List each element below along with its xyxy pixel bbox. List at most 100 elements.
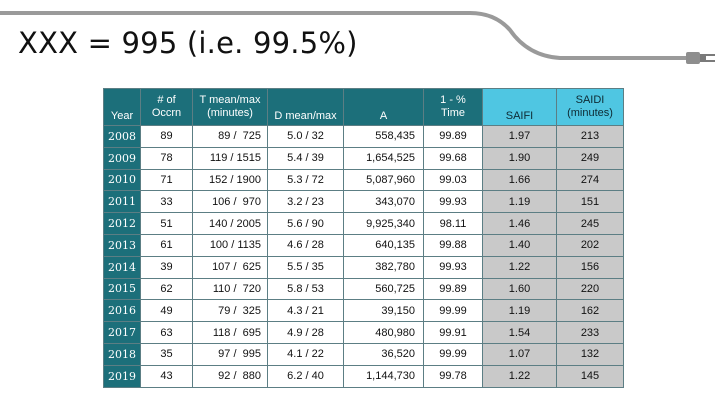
cell-a: 640,135 [343,233,424,257]
cell-saidi: 145 [556,364,624,388]
table-row: 2015 62 110 / 720 5.8 / 53 560,725 99.89 1.60 2… [103,277,624,301]
table-row: 2011 33 106 / 970 3.2 / 23 343,070 99.93 1.19 1… [103,190,624,214]
cell-d-mean-max: 4.9 / 28 [267,321,344,344]
cell-one-minus-pct-time: 99.89 [423,125,483,148]
cell-occurrences: 51 [140,212,193,235]
cell-t-mean-max: 118 / 695 [192,321,268,344]
cell-saifi: 1.22 [482,364,557,388]
cell-occurrences: 71 [140,168,193,192]
cell-t-mean-max: 106 / 970 [192,190,268,214]
cell-t-mean-max: 107 / 625 [192,255,268,279]
cell-d-mean-max: 4.1 / 22 [267,342,344,366]
cell-a: 9,925,340 [343,212,424,235]
cell-t-mean-max: 97 / 995 [192,342,268,366]
cell-one-minus-pct-time: 99.68 [423,146,483,170]
cell-year: 2013 [103,233,141,257]
cell-year: 2010 [103,168,141,192]
cell-year: 2012 [103,212,141,235]
cell-saifi: 1.66 [482,168,557,192]
table-row: 2010 71 152 / 1900 5.3 / 72 5,087,960 99.03 1.… [103,168,624,192]
cell-t-mean-max: 89 / 725 [192,125,268,148]
cell-a: 480,980 [343,321,424,344]
reliability-table: Year # of Occrn T mean/max (minutes) D mean/m… [103,88,624,388]
cell-d-mean-max: 5.0 / 32 [267,125,344,148]
table-row: 2017 63 118 / 695 4.9 / 28 480,980 99.91 1.54 2… [103,321,624,344]
cell-one-minus-pct-time: 99.78 [423,364,483,388]
cell-t-mean-max: 100 / 1135 [192,233,268,257]
cell-saidi: 249 [556,146,624,170]
cell-d-mean-max: 6.2 / 40 [267,364,344,388]
cell-year: 2019 [103,364,141,388]
cord-line [0,11,688,60]
table-body: 2008 89 89 / 725 5.0 / 32 558,435 99.89 1.97 21… [103,125,624,388]
cell-a: 36,520 [343,342,424,366]
cell-one-minus-pct-time: 99.03 [423,168,483,192]
cell-saidi: 162 [556,299,624,323]
cell-d-mean-max: 5.5 / 35 [267,255,344,279]
cell-d-mean-max: 3.2 / 23 [267,190,344,214]
cell-occurrences: 43 [140,364,193,388]
cell-year: 2018 [103,342,141,366]
cell-saifi: 1.22 [482,255,557,279]
cell-occurrences: 89 [140,125,193,148]
cell-saifi: 1.60 [482,277,557,301]
cell-saidi: 233 [556,321,624,344]
table-row: 2008 89 89 / 725 5.0 / 32 558,435 99.89 1.97 21… [103,125,624,148]
cell-year: 2008 [103,125,141,148]
cell-one-minus-pct-time: 99.99 [423,342,483,366]
cell-d-mean-max: 4.6 / 28 [267,233,344,257]
column-header-t-mean-max: T mean/max (minutes) [192,88,268,126]
cell-saidi: 220 [556,277,624,301]
cell-t-mean-max: 110 / 720 [192,277,268,301]
cell-saidi: 245 [556,212,624,235]
slide-title: XXX = 995 (i.e. 99.5%) [18,26,358,60]
cell-a: 1,654,525 [343,146,424,170]
cell-occurrences: 35 [140,342,193,366]
cell-occurrences: 49 [140,299,193,323]
cell-t-mean-max: 119 / 1515 [192,146,268,170]
cell-saidi: 132 [556,342,624,366]
cell-d-mean-max: 5.6 / 90 [267,212,344,235]
cell-occurrences: 63 [140,321,193,344]
table-header: Year # of Occrn T mean/max (minutes) D mean/m… [103,88,624,126]
cell-saifi: 1.40 [482,233,557,257]
cell-saifi: 1.97 [482,125,557,148]
cell-one-minus-pct-time: 99.93 [423,190,483,214]
cell-one-minus-pct-time: 99.88 [423,233,483,257]
table-row: 2014 39 107 / 625 5.5 / 35 382,780 99.93 1.22 1… [103,255,624,279]
table-row: 2013 61 100 / 1135 4.6 / 28 640,135 99.88 1.40… [103,233,624,257]
cell-t-mean-max: 152 / 1900 [192,168,268,192]
column-header-saidi: SAIDI (minutes) [556,88,624,126]
cell-saifi: 1.90 [482,146,557,170]
cell-occurrences: 62 [140,277,193,301]
cell-t-mean-max: 92 / 880 [192,364,268,388]
cell-d-mean-max: 4.3 / 21 [267,299,344,323]
cell-saidi: 213 [556,125,624,148]
cell-t-mean-max: 79 / 325 [192,299,268,323]
cell-saifi: 1.07 [482,342,557,366]
cell-saidi: 202 [556,233,624,257]
table-row: 2019 43 92 / 880 6.2 / 40 1,144,730 99.78 1.22… [103,364,624,388]
cell-year: 2014 [103,255,141,279]
cell-a: 39,150 [343,299,424,323]
column-header-a: A [343,88,424,126]
cell-a: 382,780 [343,255,424,279]
cell-year: 2016 [103,299,141,323]
cell-a: 560,725 [343,277,424,301]
table-row: 2012 51 140 / 2005 5.6 / 90 9,925,340 98.11 1.… [103,212,624,235]
cell-one-minus-pct-time: 99.93 [423,255,483,279]
column-header-d-mean-max: D mean/max [267,88,344,126]
cell-saidi: 274 [556,168,624,192]
cell-d-mean-max: 5.8 / 53 [267,277,344,301]
cell-a: 5,087,960 [343,168,424,192]
cell-year: 2011 [103,190,141,214]
cell-occurrences: 78 [140,146,193,170]
table-row: 2016 49 79 / 325 4.3 / 21 39,150 99.99 1.19 162 [103,299,624,323]
cell-one-minus-pct-time: 98.11 [423,212,483,235]
cell-saifi: 1.54 [482,321,557,344]
cell-occurrences: 39 [140,255,193,279]
cell-occurrences: 33 [140,190,193,214]
cell-t-mean-max: 140 / 2005 [192,212,268,235]
column-header-occurrences: # of Occrn [140,88,193,126]
cell-one-minus-pct-time: 99.99 [423,299,483,323]
